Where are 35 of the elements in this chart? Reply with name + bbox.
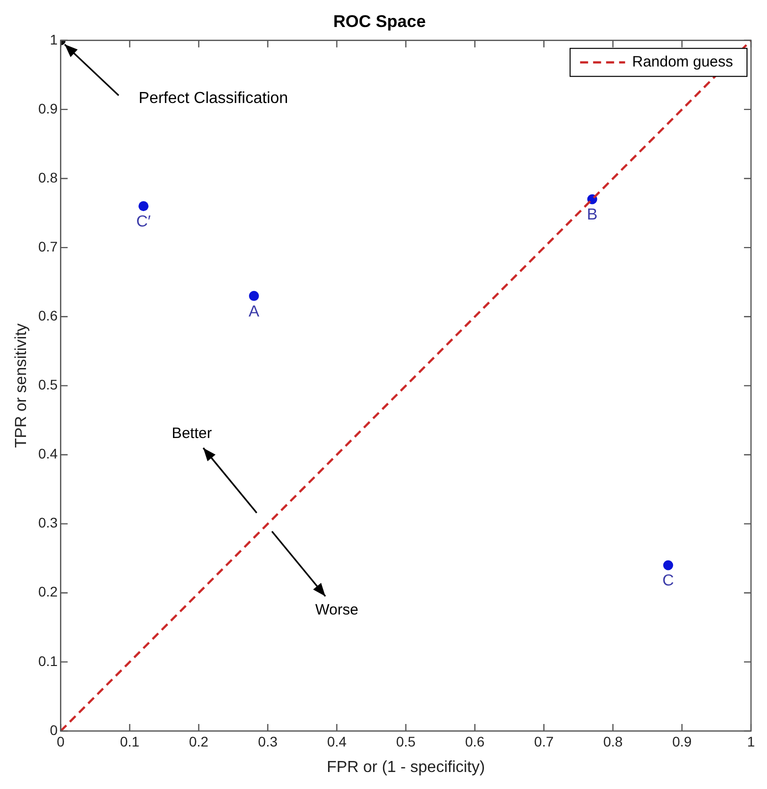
x-tick-label: 0.6 — [465, 733, 485, 750]
x-tick-label: 0.5 — [396, 733, 416, 750]
x-tick-label: 0.1 — [120, 733, 140, 750]
y-tick-label: 0.6 — [38, 308, 58, 324]
annotation: Better — [172, 425, 212, 442]
annotation: C — [662, 572, 674, 590]
x-tick-label: 1 — [747, 733, 756, 750]
annotation: B — [586, 206, 598, 224]
annotation: Worse — [315, 601, 358, 618]
point — [248, 290, 259, 301]
y-tick-label: 0.7 — [38, 238, 58, 254]
x-tick-label: 0.8 — [603, 733, 623, 750]
x-tick-label: 0.4 — [327, 733, 347, 750]
x-tick-label: 0.2 — [188, 733, 209, 750]
y-tick-label: 0.5 — [38, 376, 58, 393]
y-tick-label: 0.1 — [38, 652, 58, 669]
legend-label: Random guess — [632, 54, 734, 71]
y-tick-label: 0.9 — [38, 100, 58, 116]
chart-title: ROC Space — [333, 12, 426, 31]
y-tick-label: 0.2 — [38, 584, 58, 600]
point — [138, 201, 149, 212]
y-tick-label: 1 — [50, 31, 58, 48]
annotation: C′ — [136, 214, 151, 231]
y-tick-label: 0 — [50, 722, 58, 738]
annotation: A — [248, 303, 260, 320]
y-axis-title: TPR or sensitivity — [13, 323, 30, 448]
point — [663, 560, 674, 570]
x-tick-label: 0.9 — [672, 733, 692, 750]
y-tick-label: 0.4 — [38, 446, 58, 462]
x-axis-title: FPR or (1 - specificity) — [326, 758, 485, 776]
y-tick-label: 0.8 — [38, 169, 58, 186]
x-tick-label: 0.3 — [258, 733, 278, 750]
annotation: Perfect Classification — [138, 90, 288, 107]
y-tick-label: 0.3 — [38, 514, 58, 531]
x-tick-label: 0.7 — [534, 733, 554, 750]
